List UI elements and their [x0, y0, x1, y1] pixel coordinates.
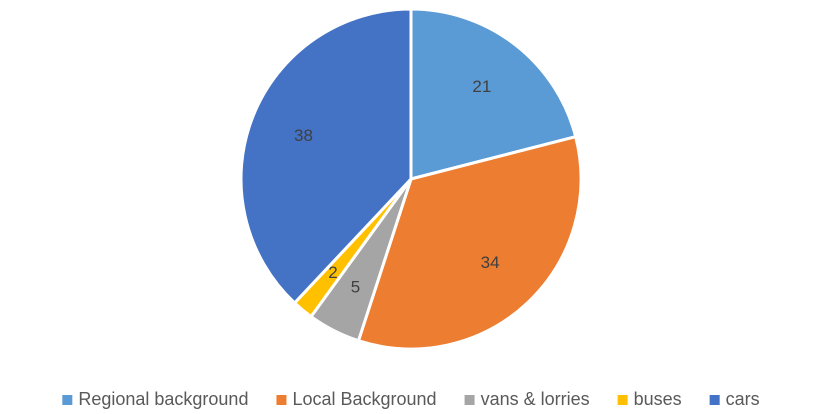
legend-swatch — [617, 395, 628, 405]
pie-slice — [356, 134, 583, 351]
pie-slice — [239, 7, 413, 306]
data-label: 38 — [294, 126, 313, 145]
legend: Regional background Local Background vans … — [62, 389, 760, 409]
legend-swatch — [464, 395, 475, 405]
data-label: 21 — [472, 77, 491, 96]
data-label: 2 — [328, 263, 337, 282]
legend-label: cars — [726, 389, 760, 409]
legend-swatch — [276, 395, 287, 405]
legend-swatch — [62, 395, 73, 405]
legend-label: Regional background — [78, 389, 248, 409]
data-label: 5 — [351, 278, 360, 297]
pie-slice — [409, 7, 578, 181]
legend-swatch — [709, 395, 720, 405]
data-label: 34 — [481, 253, 500, 272]
legend-label: Local Background — [292, 389, 436, 409]
legend-label: buses — [634, 389, 682, 409]
legend-label: vans & lorries — [481, 389, 590, 409]
